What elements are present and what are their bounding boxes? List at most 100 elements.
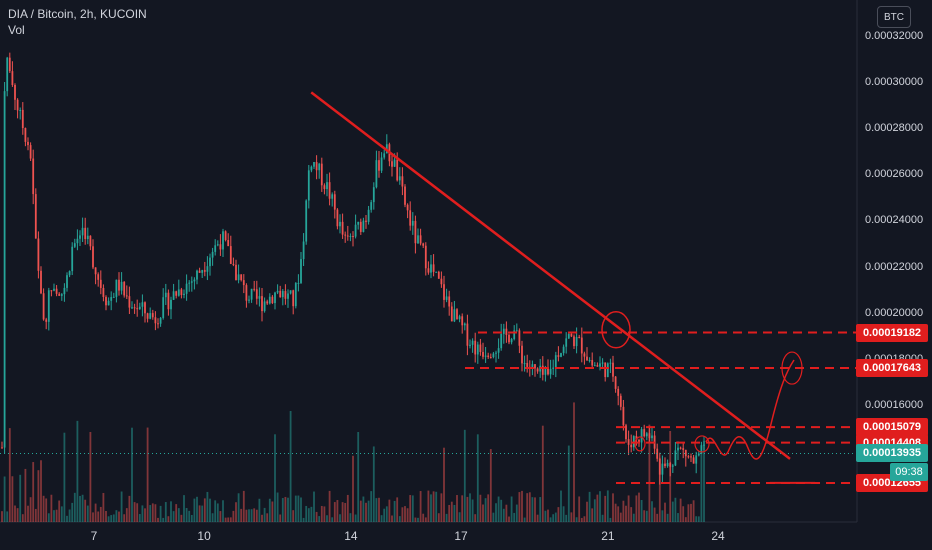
volume-bar [445,513,448,522]
candle-body [190,281,193,283]
candle-body [219,244,222,250]
candle-body [29,145,32,159]
candle-body [401,176,404,187]
candle-body [677,447,679,451]
candle-body [53,288,55,291]
candle-body [666,463,669,467]
volume-bar [203,498,206,522]
volume-bar [341,502,344,522]
volume-bar [661,510,664,522]
candle-body [661,463,664,475]
volume-bar [471,499,474,522]
volume-bar [456,495,458,522]
volume-bar [653,507,656,522]
candle-body [531,364,534,369]
currency-badge[interactable]: BTC [877,6,911,28]
candle-body [131,307,133,309]
candle-body [224,231,227,241]
candle-body [612,362,614,377]
volume-bar [682,506,685,522]
candle-body [66,275,68,288]
candle-body [32,158,35,195]
candle-body [123,281,126,296]
volume-indicator-label[interactable]: Vol [8,23,25,37]
volume-bar [547,509,549,522]
candle-body [365,220,367,222]
candle-body [362,220,365,232]
volume-bar [375,498,378,522]
candle-body [60,294,63,296]
candle-body [437,271,440,279]
candle-body [591,360,594,366]
candle-body [684,449,687,457]
volume-bar [461,495,464,522]
volume-bar [695,516,698,522]
candle-body [315,162,318,171]
candle-body [627,439,630,445]
candle-body [318,163,321,171]
candle-body [144,302,146,314]
candle-body [177,289,180,296]
volume-bar [92,512,94,522]
candle-body [242,280,245,286]
volume-bar [294,495,297,522]
volume-bar [261,514,263,522]
candle-body [513,330,516,340]
candle-body [664,463,666,467]
volume-bar [458,512,461,522]
volume-bar [388,499,391,522]
candle-body [63,287,66,295]
candle-body [323,185,326,190]
candle-body [422,243,425,246]
volume-bar [357,432,360,522]
volume-bar [315,511,318,522]
volume-bar [214,500,217,522]
candle-body [172,291,175,300]
candle-body [110,297,113,301]
volume-bar [232,510,235,522]
volume-bar [687,504,690,522]
volume-bar [562,506,565,522]
volume-bar [27,505,29,522]
volume-bar [432,491,435,522]
candle-body [73,243,76,247]
volume-bar [302,517,305,522]
volume-bar [326,515,328,522]
candle-body [307,170,310,201]
volume-bar [99,506,102,522]
volume-bar [222,500,224,522]
volume-bar [157,517,159,522]
candle-body [128,296,131,308]
candle-body [521,345,523,364]
volume-bar [11,476,14,522]
candle-body [515,330,518,332]
volume-bar [567,445,570,522]
volume-bar [209,498,211,522]
candle-body [68,271,71,276]
current-price-label: 0.00013935 [856,444,928,463]
volume-bar [86,505,89,522]
volume-bar [401,507,404,522]
candle-body [411,220,414,226]
volume-bar [346,494,349,522]
symbol-title[interactable]: DIA / Bitcoin, 2h, KUCOIN [8,7,147,21]
candle-body [359,221,362,232]
candle-body [1,447,3,449]
candle-body [367,209,370,222]
candle-body [469,344,471,346]
volume-bar [313,491,315,522]
volume-bar [352,455,354,522]
candle-body [495,352,497,354]
volume-bar [513,512,516,522]
candle-body [690,456,692,458]
volume-bar [240,508,243,522]
candle-body [300,259,302,283]
volume-bar [435,491,438,522]
volume-bar [250,509,253,522]
time-axis-tick: 24 [711,529,725,543]
volume-bar [245,509,248,522]
candle-body [281,291,284,298]
volume-bar [552,514,555,522]
candle-body [232,263,235,265]
